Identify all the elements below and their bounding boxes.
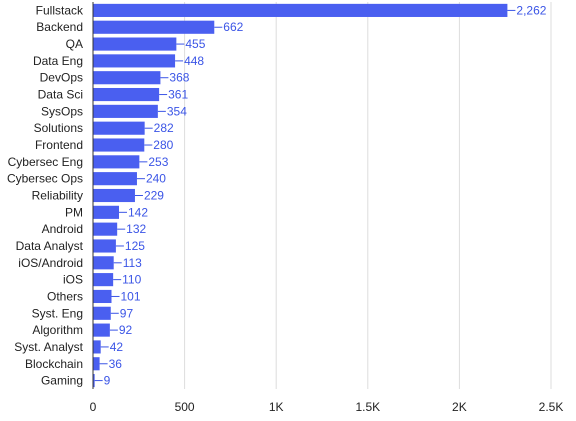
bar <box>93 323 110 337</box>
value-label: 142 <box>128 205 148 219</box>
x-tick-label: 0 <box>90 400 97 414</box>
category-label: Blockchain <box>25 357 83 371</box>
category-label: Gaming <box>41 374 83 388</box>
x-tick-label: 2K <box>452 400 467 414</box>
category-label: Frontend <box>35 138 83 152</box>
category-label: Cybersec Eng <box>8 155 83 169</box>
bar <box>93 289 112 304</box>
value-label: 448 <box>184 54 204 68</box>
bar <box>93 138 145 152</box>
value-label: 240 <box>146 172 166 186</box>
bar <box>93 172 137 186</box>
bar <box>93 155 140 169</box>
value-label: 42 <box>110 340 124 354</box>
x-axis-ticks: 0 500 1K 1.5K 2K 2.5K <box>90 400 564 414</box>
category-label: Syst. Analyst <box>14 340 83 354</box>
value-labels: 2,262 662 455 448 368 361 354 282 280 253 240 229 14… <box>94 3 547 388</box>
value-label: 282 <box>154 121 174 135</box>
category-label: Solutions <box>34 121 83 135</box>
category-label: Algorithm <box>32 323 83 337</box>
value-label: 280 <box>153 138 173 152</box>
category-label: Data Analyst <box>16 239 84 253</box>
bar <box>93 3 508 17</box>
category-label: DevOps <box>40 71 83 85</box>
value-label: 113 <box>123 256 142 270</box>
category-label: Fullstack <box>36 3 84 17</box>
value-label: 354 <box>167 104 187 118</box>
category-label: SysOps <box>41 104 83 118</box>
bar <box>93 71 161 85</box>
category-label: iOS <box>63 273 83 287</box>
bar <box>93 222 118 236</box>
value-label: 97 <box>120 306 134 320</box>
value-label: 455 <box>185 37 205 51</box>
bar <box>93 239 116 253</box>
bar <box>93 20 215 34</box>
category-label: Data Sci <box>38 88 83 102</box>
bar <box>93 104 158 118</box>
value-label: 92 <box>119 323 133 337</box>
bar <box>93 87 160 102</box>
value-label: 110 <box>122 273 141 287</box>
bars <box>93 3 508 388</box>
value-label: 662 <box>223 20 243 34</box>
bar <box>93 37 177 51</box>
category-labels: Fullstack Backend QA Data Eng DevOps Data Sci… <box>7 3 84 387</box>
value-label: 229 <box>144 189 164 203</box>
category-label: Cybersec Ops <box>7 172 83 186</box>
bar <box>93 54 176 68</box>
bar <box>93 340 101 354</box>
bar <box>93 188 135 203</box>
bar <box>93 374 95 388</box>
value-label: 9 <box>104 374 111 388</box>
x-tick-label: 1K <box>269 400 284 414</box>
bar <box>93 205 120 219</box>
bar <box>93 357 100 371</box>
value-label: 2,262 <box>516 3 546 17</box>
bar <box>93 273 114 287</box>
x-tick-label: 1.5K <box>355 400 380 414</box>
category-label: PM <box>65 205 83 219</box>
category-label: iOS/Android <box>18 256 83 270</box>
x-tick-label: 500 <box>175 400 195 414</box>
value-label: 101 <box>121 289 141 303</box>
value-label: 132 <box>126 222 146 236</box>
value-label: 253 <box>148 155 168 169</box>
category-label: Backend <box>36 20 83 34</box>
bar <box>93 256 114 270</box>
category-label: Android <box>42 222 83 236</box>
category-label: Data Eng <box>33 54 83 68</box>
bar <box>93 306 111 320</box>
value-label: 125 <box>125 239 145 253</box>
value-label: 361 <box>168 88 188 102</box>
value-label: 368 <box>169 71 189 85</box>
bar <box>93 121 145 135</box>
category-label: Syst. Eng <box>32 306 83 320</box>
category-label: QA <box>66 37 83 51</box>
category-label: Others <box>47 289 83 303</box>
category-label: Reliability <box>32 189 83 203</box>
gridlines <box>184 2 552 389</box>
x-tick-label: 2.5K <box>539 400 564 414</box>
value-label: 36 <box>109 357 123 371</box>
